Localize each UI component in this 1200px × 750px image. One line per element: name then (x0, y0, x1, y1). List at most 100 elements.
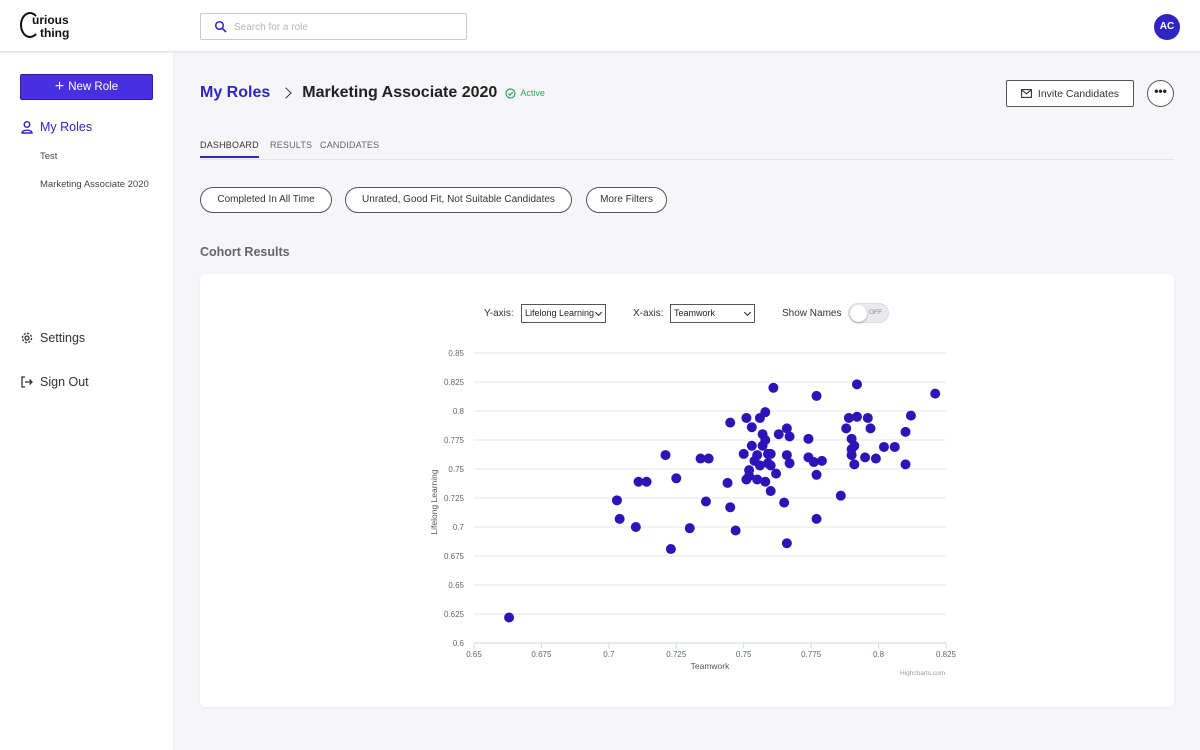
sidebar-item-label: Sign Out (40, 375, 89, 389)
logo-text-line2: thing (40, 26, 70, 40)
logo-text-line1: urious (32, 13, 69, 27)
scatter-point (835, 490, 846, 501)
tab-candidates[interactable]: CANDIDATES (320, 140, 380, 150)
scatter-point (865, 423, 876, 434)
x-tick-label: 0.75 (736, 650, 752, 659)
tab-dashboard[interactable]: DASHBOARD (200, 140, 259, 158)
scatter-point (784, 431, 795, 442)
scatter-point (725, 502, 736, 513)
sidebar-role-marketing-associate-2020[interactable]: Marketing Associate 2020 (40, 179, 149, 190)
y-tick-label: 0.85 (448, 349, 464, 358)
scatter-point (700, 496, 711, 507)
scatter-point (752, 450, 763, 461)
scatter-point (703, 453, 714, 464)
tab-results[interactable]: RESULTS (270, 140, 313, 150)
user-avatar[interactable]: AC (1154, 14, 1180, 40)
scatter-point (808, 457, 819, 468)
sidebar-item-label: My Roles (40, 120, 93, 134)
scatter-point (671, 473, 682, 484)
x-tick-label: 0.65 (466, 650, 482, 659)
y-tick-label: 0.75 (448, 465, 464, 474)
x-axis-select-value: Teamwork (674, 308, 716, 318)
check-circle-icon (505, 87, 516, 99)
filter-date-range[interactable]: Completed In All Time (200, 187, 332, 213)
y-axis-label: Y-axis: (484, 308, 514, 319)
x-tick-label: 0.675 (531, 650, 552, 659)
y-axis-select-value: Lifelong Learning (525, 308, 595, 318)
scatter-point (781, 423, 792, 434)
y-axis-title: Lifelong Learning (429, 469, 439, 534)
scatter-point (633, 476, 644, 487)
scatter-point (811, 513, 822, 524)
scatter-point (754, 460, 765, 471)
toggle-state: OFF (869, 309, 882, 316)
show-names-toggle[interactable]: OFF (848, 303, 889, 323)
cohort-results-card: 0.6 0.625 0.65 0.675 0.7 0.725 0.75 0.775 0.8 0.8… (200, 274, 1174, 707)
scatter-point (730, 525, 741, 536)
y-tick-label: 0.7 (453, 523, 465, 532)
scatter-point (765, 448, 776, 459)
scatter-point (811, 469, 822, 480)
chart-credit[interactable]: Highcharts.com (900, 670, 946, 677)
tab-bar: DASHBOARD RESULTS CANDIDATES (200, 138, 1174, 160)
y-tick-label: 0.775 (444, 436, 465, 445)
scatter-point (744, 470, 755, 481)
sidebar-role-test[interactable]: Test (40, 151, 58, 162)
scatter-point (849, 459, 860, 470)
more-options-button[interactable]: ••• (1147, 80, 1174, 107)
scatter-point (811, 390, 822, 401)
scatter-point (784, 458, 795, 469)
scatter-point (746, 440, 757, 451)
scatter-point (741, 412, 752, 423)
scatter-point (760, 435, 771, 445)
search-box[interactable] (200, 13, 467, 40)
scatter-point (760, 476, 771, 487)
x-tick-label: 0.825 (936, 650, 957, 659)
sidebar-item-my-roles[interactable]: My Roles (20, 120, 92, 134)
scatter-point (862, 412, 873, 423)
gear-icon (21, 332, 33, 344)
scatter-point (843, 412, 854, 423)
x-axis-select[interactable]: Teamwork (670, 304, 755, 323)
search-icon (214, 20, 227, 33)
chevron-down-icon (743, 308, 752, 317)
sidebar-item-sign-out[interactable]: Sign Out (20, 375, 89, 389)
scatter-point (722, 477, 733, 488)
sign-out-icon (21, 376, 33, 388)
scatter-point (851, 411, 862, 422)
scatter-point (614, 513, 625, 524)
scatter-point (765, 460, 776, 471)
x-axis-label: X-axis: (633, 308, 664, 319)
plus-icon: + (54, 78, 65, 95)
scatter-point (760, 407, 771, 418)
new-role-button[interactable]: + New Role (20, 74, 153, 100)
y-tick-label: 0.625 (444, 610, 465, 619)
filter-candidate-status[interactable]: Unrated, Good Fit, Not Suitable Candidat… (345, 187, 572, 213)
scatter-chart: 0.6 0.625 0.65 0.675 0.7 0.725 0.75 0.775 0.8 0.8… (429, 349, 957, 671)
scatter-point (816, 455, 827, 466)
x-tick-label: 0.7 (603, 650, 615, 659)
scatter-point (860, 452, 871, 463)
user-icon (21, 121, 33, 134)
x-tick-label: 0.8 (873, 650, 885, 659)
scatter-point (611, 495, 622, 506)
y-tick-label: 0.725 (444, 494, 465, 503)
filter-more[interactable]: More Filters (586, 187, 667, 213)
search-input[interactable] (234, 17, 454, 37)
scatter-point (878, 441, 889, 452)
sidebar: + New Role My Roles Test Marketing Associ… (0, 53, 174, 750)
invite-candidates-button[interactable]: Invite Candidates (1006, 80, 1134, 107)
scatter-point (870, 453, 881, 464)
breadcrumb-my-roles-link[interactable]: My Roles (200, 84, 271, 101)
scatter-point (738, 448, 749, 459)
chevron-down-icon (594, 308, 603, 317)
y-axis-select[interactable]: Lifelong Learning (521, 304, 606, 323)
x-axis-title: Teamwork (691, 661, 730, 671)
scatter-point (900, 426, 911, 437)
sidebar-item-settings[interactable]: Settings (20, 331, 85, 345)
invite-candidates-label: Invite Candidates (1037, 87, 1120, 100)
scatter-point (771, 468, 782, 479)
brand-logo[interactable]: urious thing (20, 12, 80, 42)
scatter-point (851, 379, 862, 390)
y-tick-label: 0.65 (448, 581, 464, 590)
